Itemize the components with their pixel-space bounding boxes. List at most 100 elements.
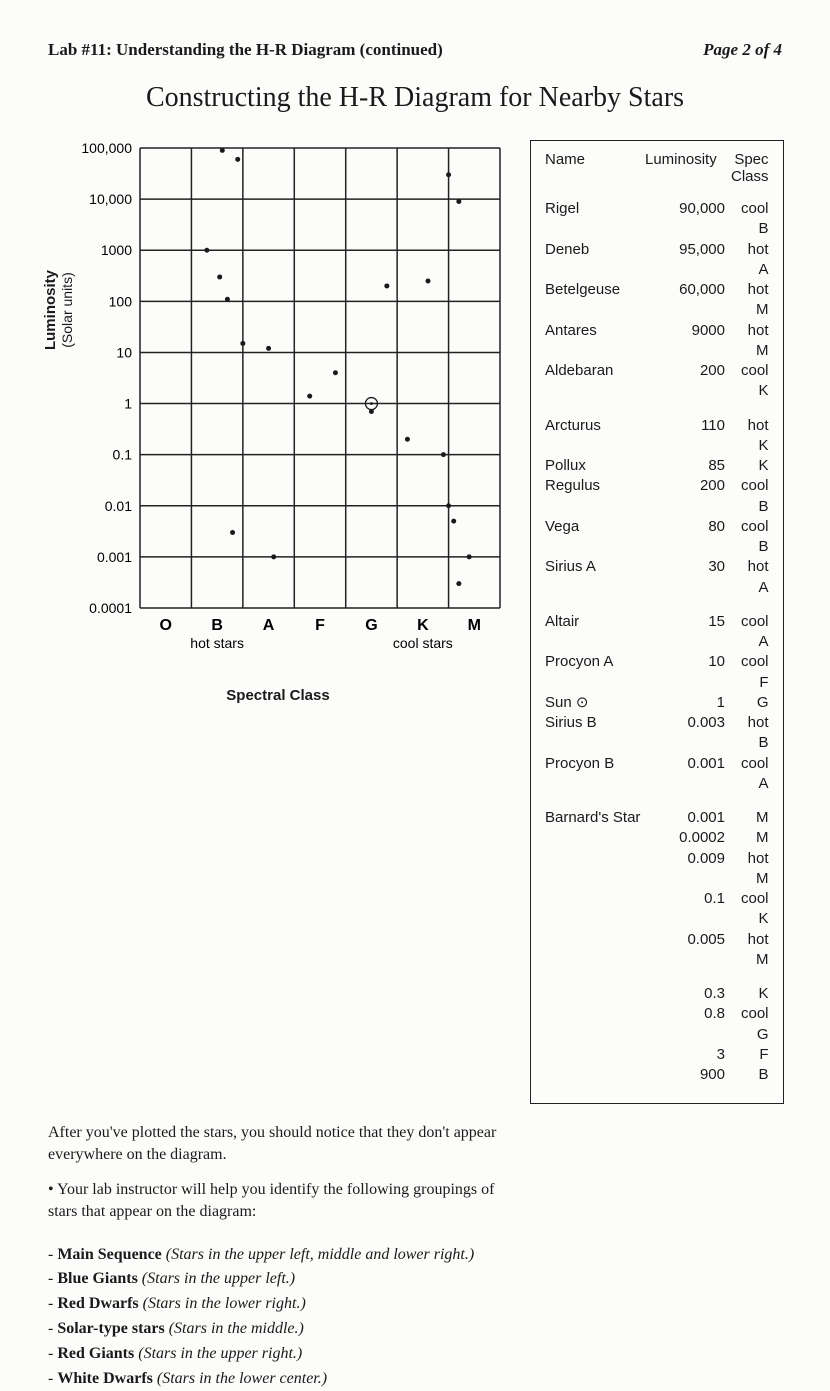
svg-text:cool stars: cool stars [393, 635, 453, 651]
cell-luminosity: 3 [645, 1045, 741, 1065]
y-axis-label-text: Luminosity [42, 270, 59, 350]
cell-luminosity: 10 [645, 652, 741, 693]
cell-name [545, 984, 645, 1004]
svg-text:K: K [417, 617, 429, 634]
cell-spec-class: hot M [741, 280, 769, 321]
cell-spec-class: hot A [741, 557, 769, 598]
cell-spec-class: cool F [741, 652, 769, 693]
svg-text:100,000: 100,000 [81, 140, 132, 156]
table-body: Rigel90,000cool BDeneb95,000hot ABetelge… [545, 199, 769, 1085]
grouping-item: - White Dwarfs (Stars in the lower cente… [48, 1367, 782, 1391]
cell-name [545, 1045, 645, 1065]
svg-text:O: O [159, 617, 171, 634]
cell-name [545, 1065, 645, 1085]
cell-spec-class: G [741, 693, 769, 713]
cell-name: Sun ⊙ [545, 693, 645, 713]
cell-spec-class: B [741, 1065, 769, 1085]
cell-name: Deneb [545, 240, 645, 281]
x-axis-label: Spectral Class [48, 687, 508, 704]
cell-name: Antares [545, 321, 645, 362]
cell-luminosity: 90,000 [645, 199, 741, 240]
grouping-item: - Main Sequence (Stars in the upper left… [48, 1243, 782, 1268]
table-row: Betelgeuse60,000hot M [545, 280, 769, 321]
cell-name: Procyon B [545, 754, 645, 795]
cell-name [545, 889, 645, 930]
table-header-row: Name Luminosity Spec Class [545, 151, 769, 185]
cell-spec-class: cool G [741, 1004, 769, 1045]
table-row: 0.009hot M [545, 849, 769, 890]
svg-text:0.001: 0.001 [97, 549, 132, 565]
svg-text:0.1: 0.1 [113, 447, 133, 463]
col-name: Name [545, 151, 645, 185]
table-row: Antares9000hot M [545, 321, 769, 362]
y-axis-label: Luminosity (Solar units) [42, 250, 75, 370]
cell-spec-class: hot M [741, 849, 769, 890]
cell-spec-class: cool B [741, 476, 769, 517]
table-row: Regulus200cool B [545, 476, 769, 517]
table-row: Sirius B0.003hot B [545, 713, 769, 754]
cell-name: Sirius B [545, 713, 645, 754]
grouping-item: - Red Giants (Stars in the upper right.) [48, 1342, 782, 1367]
hr-diagram-chart: 100,00010,00010001001010.10.010.0010.000… [48, 140, 508, 700]
table-row: Procyon A10cool F [545, 652, 769, 693]
table-row: Sirius A30hot A [545, 557, 769, 598]
cell-luminosity: 0.3 [645, 984, 741, 1004]
table-row: Pollux85K [545, 456, 769, 476]
table-row: Procyon B0.001cool A [545, 754, 769, 795]
table-row: Rigel90,000cool B [545, 199, 769, 240]
cell-spec-class: F [741, 1045, 769, 1065]
svg-text:A: A [263, 617, 275, 634]
grouping-item: - Blue Giants (Stars in the upper left.) [48, 1267, 782, 1292]
cell-spec-class: M [741, 808, 769, 828]
cell-name: Pollux [545, 456, 645, 476]
cell-spec-class: hot M [741, 930, 769, 971]
cell-luminosity: 30 [645, 557, 741, 598]
grouping-item: - Red Dwarfs (Stars in the lower right.) [48, 1292, 782, 1317]
cell-luminosity: 9000 [645, 321, 741, 362]
cell-name: Aldebaran [545, 361, 645, 402]
cell-luminosity: 0.009 [645, 849, 741, 890]
cell-name: Regulus [545, 476, 645, 517]
cell-name: Procyon A [545, 652, 645, 693]
page-header: Lab #11: Understanding the H-R Diagram (… [48, 40, 782, 60]
cell-name: Rigel [545, 199, 645, 240]
table-row: Deneb95,000hot A [545, 240, 769, 281]
star-data-table: Name Luminosity Spec Class Rigel90,000co… [530, 140, 784, 1104]
svg-text:F: F [315, 617, 325, 634]
cell-luminosity: 0.1 [645, 889, 741, 930]
table-row: 0.8cool G [545, 1004, 769, 1045]
instruction-para-2: • Your lab instructor will help you iden… [48, 1179, 518, 1222]
col-spec-class: Spec Class [725, 151, 769, 185]
cell-spec-class: cool K [741, 889, 769, 930]
page-number: Page 2 of 4 [703, 40, 782, 60]
cell-luminosity: 200 [645, 361, 741, 402]
groupings-list: - Main Sequence (Stars in the upper left… [48, 1243, 782, 1391]
cell-name: Betelgeuse [545, 280, 645, 321]
svg-text:1000: 1000 [101, 242, 132, 258]
cell-name: Sirius A [545, 557, 645, 598]
table-row: 0.3K [545, 984, 769, 1004]
cell-name [545, 930, 645, 971]
page-title: Constructing the H-R Diagram for Nearby … [48, 82, 782, 114]
cell-spec-class: cool B [741, 517, 769, 558]
svg-text:10: 10 [116, 344, 132, 360]
cell-name [545, 1004, 645, 1045]
cell-luminosity: 1 [645, 693, 741, 713]
cell-spec-class: cool B [741, 199, 769, 240]
cell-name: Arcturus [545, 416, 645, 457]
cell-luminosity: 0.8 [645, 1004, 741, 1045]
table-row: Aldebaran200cool K [545, 361, 769, 402]
cell-spec-class: K [741, 984, 769, 1004]
cell-spec-class: cool K [741, 361, 769, 402]
cell-luminosity: 60,000 [645, 280, 741, 321]
cell-name: Vega [545, 517, 645, 558]
table-row: Vega80cool B [545, 517, 769, 558]
cell-spec-class: hot K [741, 416, 769, 457]
cell-spec-class: K [741, 456, 769, 476]
instruction-para-1: After you've plotted the stars, you shou… [48, 1122, 518, 1165]
cell-spec-class: hot B [741, 713, 769, 754]
cell-spec-class: cool A [741, 754, 769, 795]
lab-title: Lab #11: Understanding the H-R Diagram (… [48, 40, 443, 59]
svg-text:10,000: 10,000 [89, 191, 132, 207]
cell-luminosity: 0.003 [645, 713, 741, 754]
